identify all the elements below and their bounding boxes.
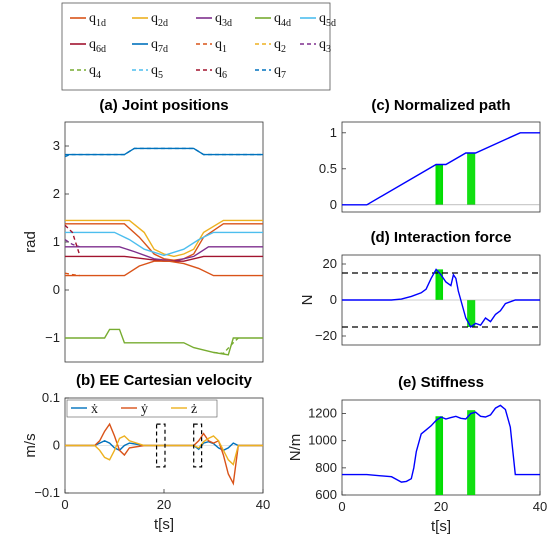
xtick-label-b: 20 — [157, 497, 171, 512]
legend-label-q4: q — [89, 63, 96, 78]
series-a-q7 — [65, 147, 263, 158]
chart-title-c: (c) Normalized path — [371, 97, 510, 114]
series-a-q4 — [213, 337, 239, 355]
xlabel-e: t[s] — [431, 518, 451, 535]
chart-b: (b) EE Cartesian velocity−0.100.10 20 40m/… — [22, 372, 270, 533]
plot-content-c — [342, 132, 540, 206]
legend-label-q5: q — [151, 63, 158, 78]
legend-label-q2: q — [274, 37, 281, 52]
legend-label-b: ẏ — [141, 402, 148, 417]
ytick-label-d: 20 — [323, 256, 337, 271]
legend-sub-q2d: 2d — [158, 18, 168, 29]
plot-content-b — [65, 422, 263, 486]
chart-e: (e) Stiffness 600 800 1000 1200 0 20 40 N/m t[s] — [287, 374, 547, 535]
ylabel-a: rad — [22, 231, 39, 253]
legend-sub-q1: 1 — [222, 44, 227, 55]
legend-sub-q4: 4 — [96, 70, 101, 81]
plot-content-e — [342, 404, 540, 495]
chart-title-a: (a) Joint positions — [99, 97, 228, 114]
ytick-label-b: 0 — [53, 438, 60, 453]
charts: (a) Joint positions −1 0 1 2 3 rad (b) EE Carte… — [22, 97, 547, 535]
legend-sub-q5d: 5d — [326, 18, 336, 29]
ytick-label-b: −0.1 — [34, 485, 60, 500]
legend-sub-q2: 2 — [281, 44, 286, 55]
chart-title-e: (e) Stiffness — [398, 374, 484, 391]
series-a-q4d — [65, 328, 263, 356]
highlight-box-b — [193, 423, 203, 468]
series-e-stiffness — [342, 404, 540, 483]
legend-sub-q3d: 3d — [222, 18, 232, 29]
series-a-q6 — [65, 224, 81, 256]
ylabel-e: N/m — [287, 434, 304, 462]
plot-area-a — [64, 121, 264, 363]
series-d-force — [342, 268, 540, 329]
ytick-label-a: 0 — [53, 282, 60, 297]
xlabel-b: t[s] — [154, 516, 174, 533]
legend-sub-q4d: 4d — [281, 18, 291, 29]
series-a-q1d — [65, 223, 263, 261]
ytick-label-e: 600 — [315, 487, 337, 502]
series-a-q5d — [65, 231, 263, 257]
legend-label-q3: q — [319, 37, 326, 52]
legend-sub-q3: 3 — [326, 44, 331, 55]
xtick-label-e: 20 — [434, 499, 448, 514]
ytick-label-b: 0.1 — [42, 390, 60, 405]
ytick-label-c: 0 — [330, 197, 337, 212]
legend-sub-q5: 5 — [158, 70, 163, 81]
ytick-label-a: 1 — [53, 234, 60, 249]
highlight-box-b — [155, 423, 166, 468]
ytick-label-d: 0 — [330, 292, 337, 307]
series-b-ż — [65, 435, 263, 466]
ytick-label-a: 3 — [53, 138, 60, 153]
xtick-label-e: 40 — [533, 499, 547, 514]
series-a-q1 — [65, 272, 80, 277]
ytick-label-c: 1 — [330, 125, 337, 140]
ytick-label-a: 2 — [53, 186, 60, 201]
ylabel-d: N — [299, 295, 316, 306]
series-a-q4d-top — [65, 260, 263, 277]
chart-c: (c) Normalized path 0 0.5 1 — [319, 97, 541, 213]
legend-label-b: ż — [191, 402, 197, 417]
ytick-label-e: 800 — [315, 460, 337, 475]
ytick-label-e: 1000 — [308, 433, 337, 448]
ylabel-b: m/s — [22, 433, 39, 457]
legend-label-q6: q — [215, 63, 222, 78]
xtick-label-b: 40 — [256, 497, 270, 512]
series-a-q3d — [65, 246, 263, 262]
legend-sub-q6d: 6d — [96, 44, 106, 55]
chart-a: (a) Joint positions −1 0 1 2 3 rad — [22, 97, 264, 363]
legend-label-q1: q — [215, 37, 222, 52]
legend-label-b: ẋ — [91, 402, 98, 417]
legend: q 1d q 2d q 3d q 4d q 5dq 6d q 7d q 1 q 2 q 3q 4 q 5 q 6 q 7 — [61, 2, 336, 91]
ytick-label-e: 1200 — [308, 406, 337, 421]
legend-label-q5d: q — [319, 11, 326, 26]
xtick-label-b: 0 — [61, 497, 68, 512]
series-a-q2d — [65, 219, 263, 258]
plot-content-d — [342, 268, 540, 329]
legend-label-q7: q — [274, 63, 281, 78]
chart-title-d: (d) Interaction force — [371, 229, 512, 246]
ytick-label-a: −1 — [45, 330, 60, 345]
legend-sub-q7: 7 — [281, 70, 286, 81]
ytick-label-d: −20 — [315, 328, 337, 343]
chart-d: (d) Interaction force −20 0 20 N — [299, 229, 541, 346]
legend-label-q3d: q — [215, 11, 222, 26]
series-c-path — [342, 132, 540, 206]
xtick-label-e: 0 — [338, 499, 345, 514]
legend-label-q6d: q — [89, 37, 96, 52]
plot-content-a — [65, 147, 263, 356]
legend-label-q7d: q — [151, 37, 158, 52]
legend-sub-q6: 6 — [222, 70, 227, 81]
legend-sub-q7d: 7d — [158, 44, 168, 55]
legend-label-q1d: q — [89, 11, 96, 26]
ytick-label-c: 0.5 — [319, 161, 337, 176]
chart-title-b: (b) EE Cartesian velocity — [76, 372, 253, 389]
legend-sub-q1d: 1d — [96, 18, 106, 29]
legend-box-b — [66, 399, 218, 418]
legend-label-q4d: q — [274, 11, 281, 26]
legend-label-q2d: q — [151, 11, 158, 26]
